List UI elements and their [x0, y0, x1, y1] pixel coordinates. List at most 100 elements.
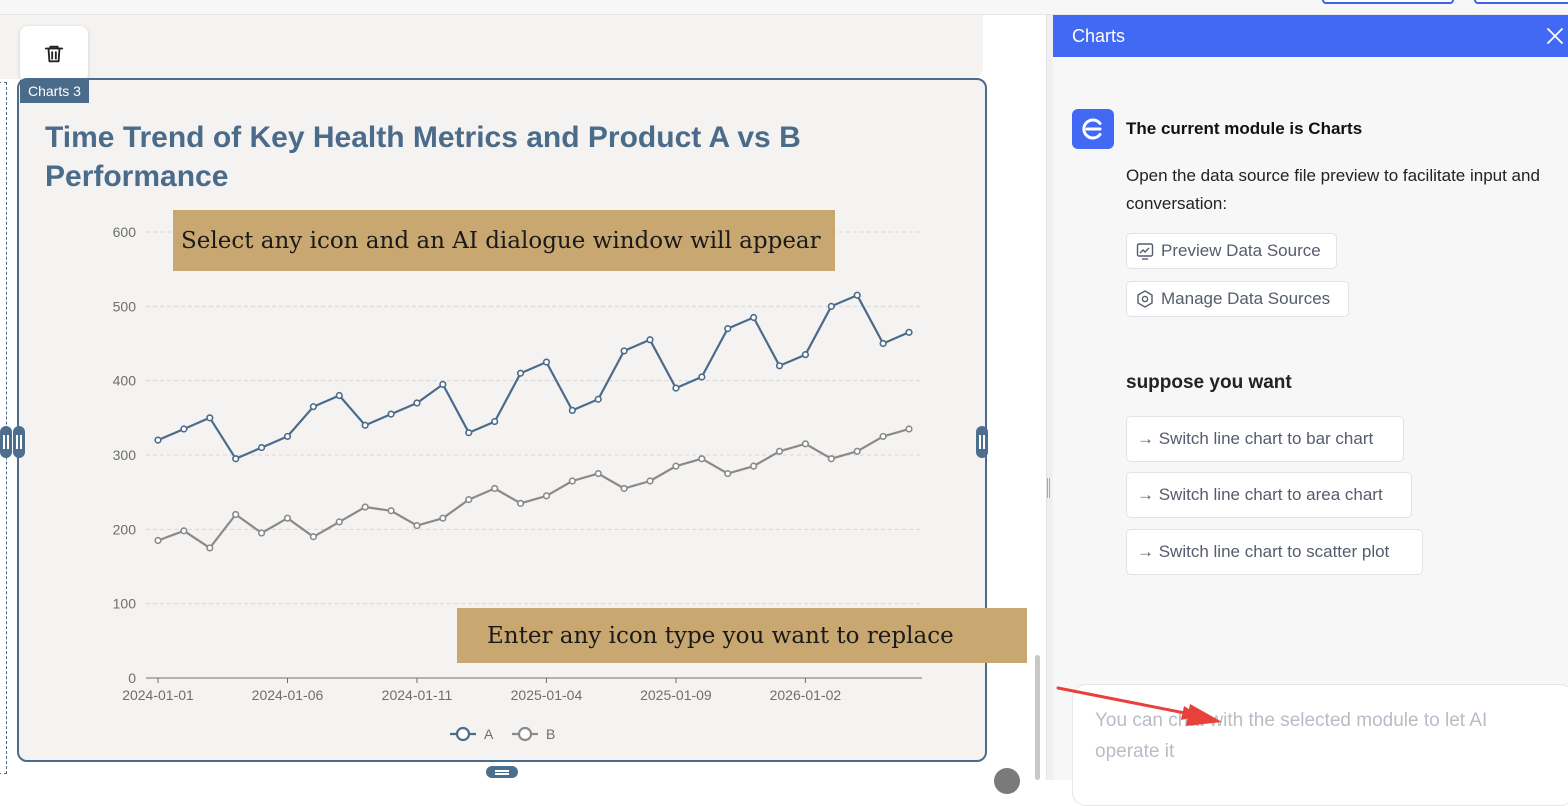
data-point-A	[646, 336, 654, 344]
module-title: The current module is Charts	[1126, 119, 1363, 138]
data-point-B	[750, 462, 758, 470]
data-point-A	[180, 425, 188, 433]
delete-button[interactable]	[20, 26, 88, 82]
data-point-A	[672, 384, 680, 392]
x-tick-label: 2024-01-11	[382, 687, 453, 703]
data-point-B	[516, 499, 525, 507]
data-point-B	[283, 514, 292, 522]
data-point-A	[905, 328, 913, 336]
data-point-B	[594, 469, 602, 478]
module-tag: Charts 3	[20, 80, 89, 103]
data-point-B	[335, 518, 343, 526]
data-point-B	[465, 496, 473, 504]
series-line-A	[157, 294, 910, 460]
data-point-A	[465, 429, 473, 437]
legend-label-B: B	[546, 726, 555, 742]
data-point-A	[568, 406, 576, 414]
data-point-A	[516, 369, 525, 377]
replace-icon-annotation: Enter any icon type you want to replace	[457, 608, 1027, 663]
preview-data-icon	[1136, 243, 1154, 260]
data-point-A	[206, 414, 214, 422]
data-point-A	[361, 421, 369, 429]
floating-round-button[interactable]	[994, 768, 1020, 794]
data-point-B	[387, 507, 395, 515]
data-point-A	[594, 395, 602, 403]
data-point-A	[413, 399, 421, 407]
data-point-B	[206, 544, 214, 552]
chat-input[interactable]	[1095, 705, 1555, 775]
pointer-arrow-icon	[1056, 686, 1222, 726]
y-tick-label: 600	[113, 224, 137, 240]
data-point-B	[309, 533, 317, 541]
data-point-B	[827, 455, 835, 463]
panel-splitter[interactable]	[1046, 15, 1054, 780]
bottom-resize-handle[interactable]	[486, 766, 518, 778]
settings-hex-icon	[1137, 290, 1153, 308]
data-point-B	[413, 522, 421, 530]
close-icon[interactable]	[1546, 27, 1564, 45]
y-tick-label: 0	[128, 670, 136, 686]
left-resize-handle[interactable]	[13, 426, 25, 458]
panel-title: Charts	[1072, 26, 1126, 46]
preview-data-source-label: Preview Data Source	[1161, 241, 1321, 260]
x-tick-label: 2026-01-02	[770, 687, 842, 703]
data-point-B	[491, 484, 499, 493]
data-point-A	[309, 403, 317, 411]
canvas-scrollbar-thumb[interactable]	[1035, 655, 1040, 780]
data-point-B	[257, 529, 266, 537]
splitter-grip-icon[interactable]	[1046, 478, 1052, 498]
line-chart[interactable]: 0 100 200 300 400 500 600 2024-01-01 2024-01-06 2…	[100, 215, 940, 755]
y-tick-label: 300	[113, 447, 137, 463]
data-point-A	[620, 347, 628, 355]
data-point-B	[568, 477, 576, 485]
manage-data-sources-button[interactable]: Manage Data Sources	[1126, 281, 1349, 317]
data-point-A	[257, 443, 266, 452]
right-resize-handle[interactable]	[976, 426, 988, 458]
panel-header: Charts	[1053, 15, 1568, 57]
legend-marker-B	[517, 726, 533, 742]
x-tick-label: 2024-01-01	[122, 687, 194, 703]
trash-icon	[44, 45, 64, 63]
data-point-B	[775, 447, 784, 455]
left-resize-handle-outer[interactable]	[0, 426, 12, 458]
data-point-B	[620, 484, 628, 493]
legend-label-A: A	[484, 726, 494, 742]
ai-assistant-panel: Charts The current module is Charts Open…	[1053, 15, 1568, 806]
preview-data-source-button[interactable]: Preview Data Source	[1126, 233, 1337, 269]
data-point-B	[879, 432, 887, 441]
data-point-A	[724, 325, 732, 333]
data-point-A	[879, 339, 887, 348]
data-point-B	[439, 514, 447, 522]
data-point-A	[853, 291, 861, 299]
top-toolbar-strip	[0, 0, 1568, 15]
suggestion-scatter-plot[interactable]: → Switch line chart to scatter plot	[1126, 529, 1423, 575]
manage-data-sources-label: Manage Data Sources	[1161, 289, 1331, 308]
data-point-B	[361, 503, 369, 511]
data-point-A	[801, 351, 810, 359]
data-point-B	[232, 510, 240, 519]
data-point-A	[335, 391, 343, 400]
y-tick-label: 100	[113, 596, 137, 612]
data-point-A	[491, 417, 499, 426]
data-point-A	[387, 410, 395, 418]
previous-module-card[interactable]	[0, 15, 983, 82]
suggestion-bar-chart[interactable]: → Switch line chart to bar chart	[1126, 416, 1404, 462]
x-tick-label: 2024-01-06	[252, 687, 324, 703]
data-point-B	[801, 440, 810, 448]
x-tick-label: 2025-01-09	[640, 687, 712, 703]
chart-title[interactable]: Time Trend of Key Health Metrics and Pro…	[45, 121, 801, 193]
data-point-A	[542, 358, 551, 366]
data-point-B	[905, 425, 913, 433]
y-tick-label: 500	[113, 298, 137, 314]
series-line-B	[157, 427, 910, 549]
module-description: Open the data source file preview to fac…	[1126, 166, 1540, 213]
data-point-A	[439, 380, 447, 388]
suggestion-area-chart[interactable]: → Switch line chart to area chart	[1126, 472, 1412, 518]
data-point-A	[154, 436, 162, 444]
data-point-B	[180, 527, 188, 535]
data-point-B	[698, 455, 706, 463]
top-button-1[interactable]	[1322, 0, 1454, 4]
legend-marker-A	[455, 726, 471, 742]
top-button-2[interactable]	[1474, 0, 1568, 4]
y-tick-label: 400	[113, 373, 137, 389]
